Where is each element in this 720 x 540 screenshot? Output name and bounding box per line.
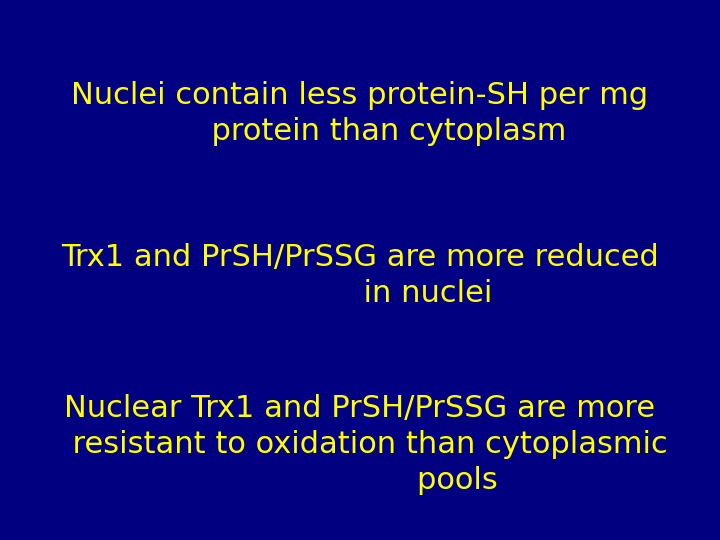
Text: Nuclei contain less protein-SH per mg
      protein than cytoplasm: Nuclei contain less protein-SH per mg pr… (71, 81, 649, 146)
Text: Nuclear Trx1 and PrSH/PrSSG are more
  resistant to oxidation than cytoplasmic
 : Nuclear Trx1 and PrSH/PrSSG are more res… (53, 394, 667, 495)
Text: Trx1 and PrSH/PrSSG are more reduced
              in nuclei: Trx1 and PrSH/PrSSG are more reduced in … (61, 243, 659, 308)
